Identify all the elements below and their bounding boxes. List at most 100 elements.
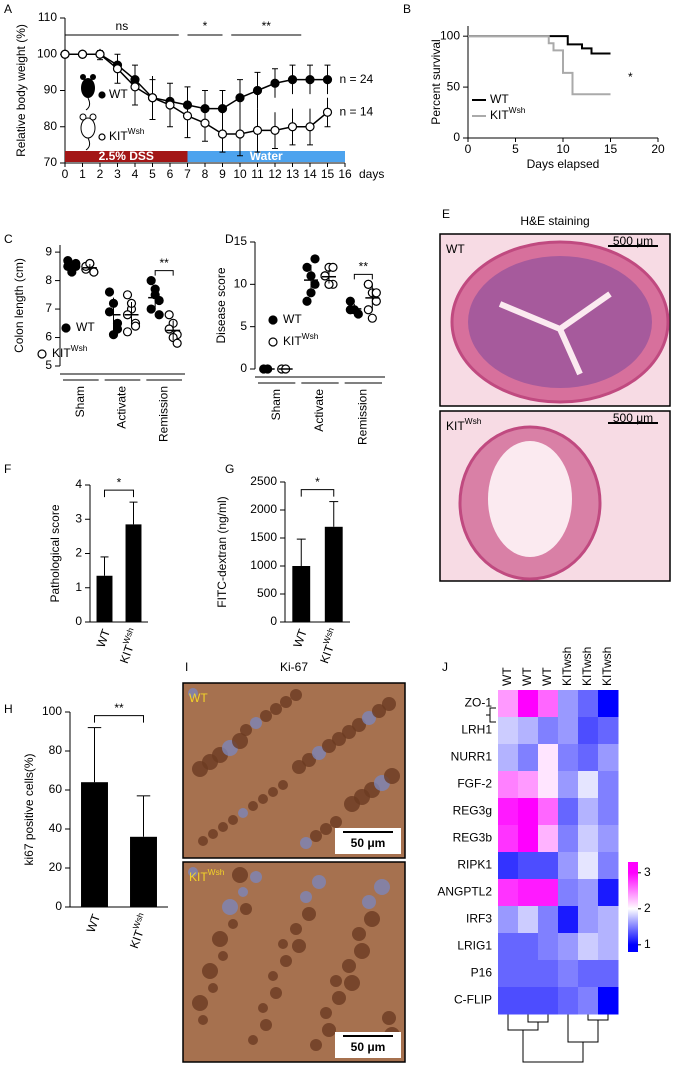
x-tick-label-sup: Wsh — [121, 626, 136, 645]
column-label: WT — [540, 667, 554, 686]
marker — [305, 75, 315, 85]
nucleus — [310, 830, 322, 842]
nucleus — [250, 871, 262, 883]
phase-bar — [187, 151, 345, 162]
heat-cell — [558, 771, 579, 799]
heat-cell — [538, 744, 559, 772]
heat-cell — [498, 771, 519, 799]
heat-cell — [518, 852, 539, 880]
nucleus — [238, 887, 248, 897]
marker — [182, 111, 193, 121]
y-tick-label: 80 — [49, 743, 63, 757]
heat-cell — [498, 825, 519, 853]
bar — [125, 524, 142, 622]
heat-cell — [518, 744, 539, 772]
marker — [108, 330, 119, 340]
y-tick-label: 90 — [44, 83, 58, 97]
row-label: REG3b — [453, 831, 493, 845]
x-tick-label: KITWsh — [315, 626, 343, 665]
x-tick-label: 20 — [651, 142, 665, 156]
nucleus — [270, 703, 282, 715]
heat-cell — [558, 906, 579, 934]
marker — [367, 313, 377, 323]
marker — [77, 49, 88, 59]
image-label-base: KIT — [446, 419, 465, 433]
nucleus — [382, 1011, 396, 1025]
group-label: Remission — [156, 386, 170, 442]
x-tick-label: 3 — [114, 167, 121, 181]
marker — [235, 129, 245, 139]
heat-cell — [538, 717, 559, 745]
marker — [130, 82, 140, 92]
legend-label-sup: Wsh — [302, 331, 319, 341]
marker — [322, 75, 333, 85]
y-tick-label: 1000 — [250, 558, 277, 572]
heat-cell — [598, 771, 619, 799]
colorbar-label: 2 — [644, 901, 651, 915]
panel-letter: C — [4, 232, 13, 246]
heat-cell — [538, 933, 559, 961]
marker — [287, 122, 298, 132]
marker — [305, 122, 315, 132]
column-label: KITwsh — [580, 647, 594, 686]
significance-line — [94, 715, 144, 723]
nucleus — [330, 975, 342, 987]
legend-label: WT — [109, 87, 128, 101]
x-tick-label: WT — [84, 912, 104, 935]
nucleus — [322, 1023, 336, 1037]
heat-cell — [578, 987, 599, 1015]
bar — [96, 575, 113, 622]
nucleus — [232, 867, 248, 883]
x-tick-label: 12 — [268, 167, 282, 181]
x-tick-label: 5 — [512, 142, 519, 156]
y-tick-label: 70 — [44, 155, 58, 169]
legend-label: WT — [490, 92, 509, 106]
phase-label: 2.5% DSS — [99, 149, 154, 163]
y-axis-title: Colon length (cm) — [12, 258, 26, 353]
nucleus — [362, 895, 376, 909]
panel-letter: I — [185, 660, 188, 674]
heat-cell — [578, 906, 599, 934]
x-tick-label: WT — [291, 627, 311, 650]
heat-cell — [578, 852, 599, 880]
marker — [89, 267, 99, 277]
heat-cell — [498, 987, 519, 1015]
marker — [154, 310, 164, 320]
legend-label-base: KIT — [109, 129, 128, 143]
x-tick-label: 5 — [149, 167, 156, 181]
heat-cell — [558, 933, 579, 961]
group-label: Sham — [269, 389, 283, 420]
heat-cell — [578, 825, 599, 853]
marker — [268, 337, 278, 347]
x-tick-label: 8 — [202, 167, 209, 181]
marker — [200, 118, 210, 128]
mouse-icons — [79, 74, 97, 151]
panel-letter: D — [225, 232, 234, 246]
legend-label: KITWsh — [52, 343, 88, 360]
marker — [164, 310, 174, 320]
nucleus — [310, 1039, 322, 1051]
panel-letter: E — [442, 207, 450, 221]
row-label: ANGPTL2 — [437, 885, 492, 899]
x-tick-label-sup: Wsh — [131, 911, 146, 930]
nucleus — [238, 808, 248, 818]
y-tick-label: 2000 — [250, 502, 277, 516]
heat-cell — [598, 852, 619, 880]
nucleus — [322, 739, 336, 753]
heat-cell — [498, 690, 519, 718]
marker — [95, 49, 105, 59]
x-tick-label: 2 — [97, 167, 104, 181]
marker — [363, 279, 373, 289]
image-label: KITWsh — [189, 867, 225, 884]
image-label-sup: Wsh — [465, 416, 482, 426]
heat-cell — [558, 798, 579, 826]
heat-cell — [578, 744, 599, 772]
nucleus — [228, 815, 238, 825]
panel-letter: H — [4, 702, 13, 716]
nucleus — [198, 836, 208, 846]
panel-title: H&E staining — [520, 214, 589, 228]
x-tick-label: 0 — [465, 142, 472, 156]
x-tick-label-base: WT — [291, 627, 311, 650]
image-label-base: WT — [189, 691, 208, 705]
